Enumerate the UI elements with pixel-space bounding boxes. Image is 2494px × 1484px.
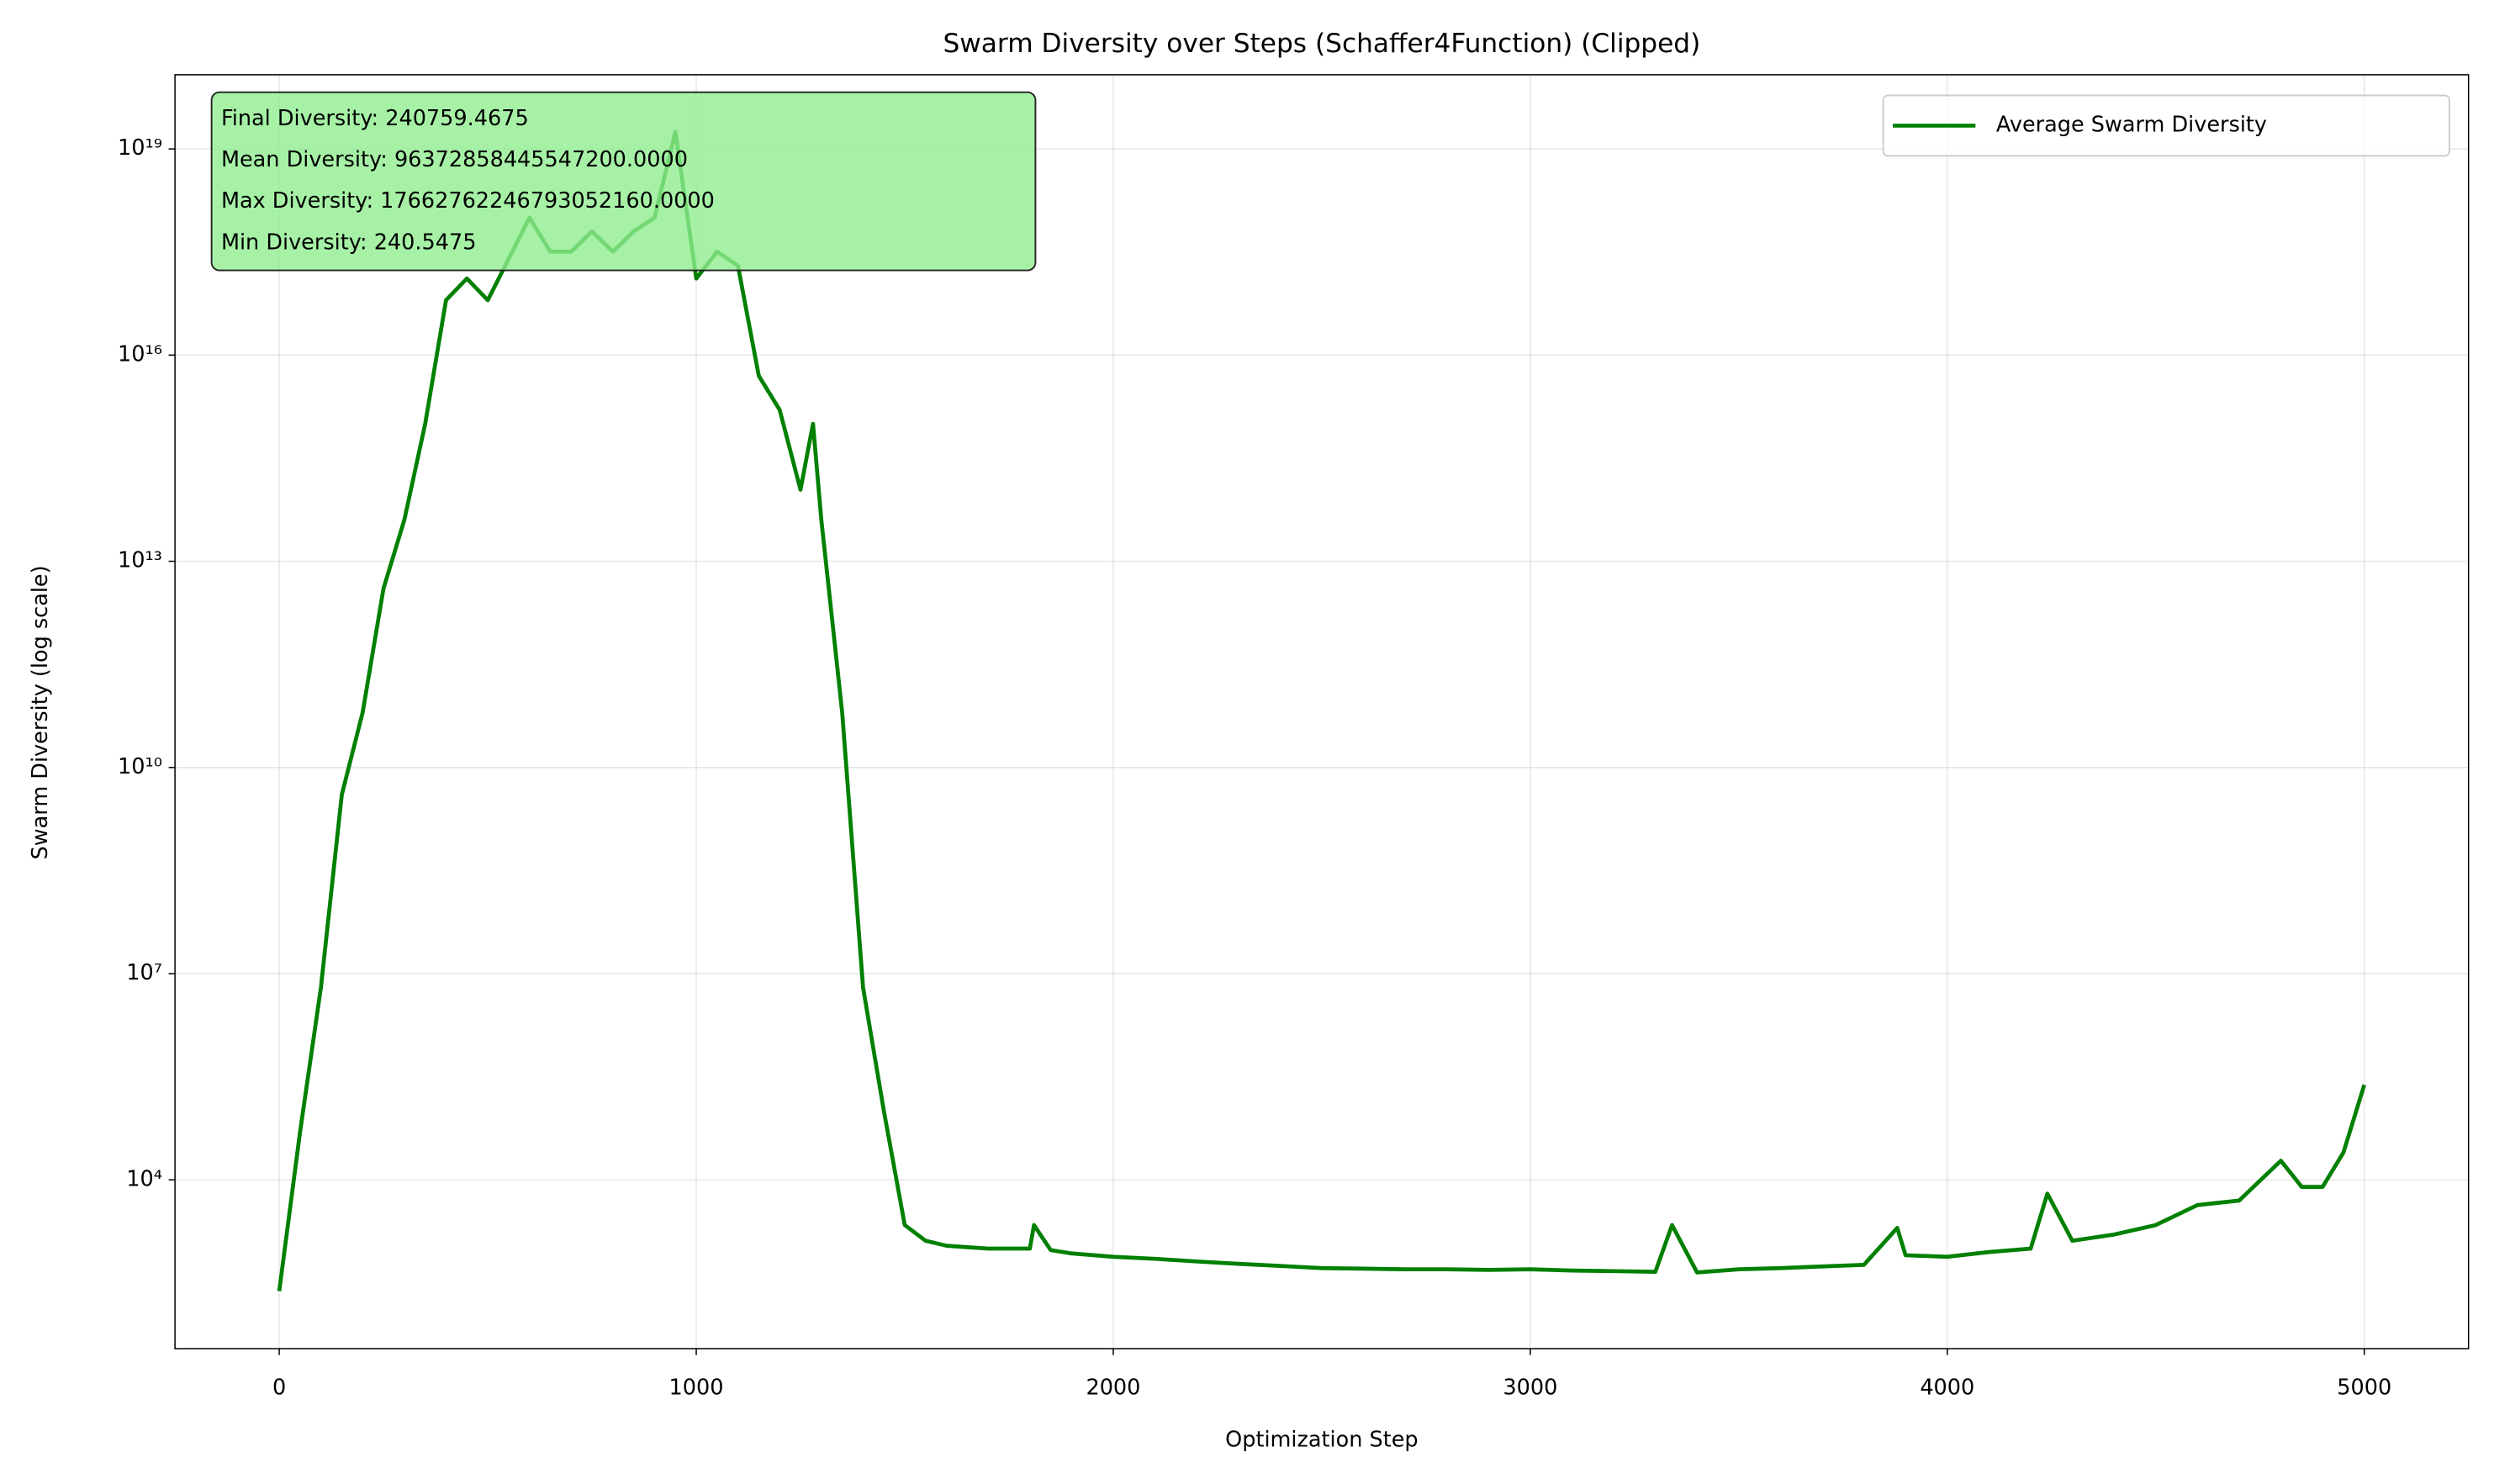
x-tick-label: 4000 [1920, 1375, 1974, 1400]
x-tick-label: 1000 [669, 1375, 724, 1400]
annotation-box [210, 91, 1037, 272]
x-tick-label: 5000 [2337, 1375, 2391, 1400]
y-tick-label: 10⁷ [126, 960, 162, 985]
legend-box [1882, 94, 2450, 157]
x-tick-label: 0 [272, 1375, 286, 1400]
x-tick-label: 2000 [1086, 1375, 1140, 1400]
y-tick-label: 10⁴ [126, 1166, 162, 1191]
x-tick-label: 3000 [1503, 1375, 1557, 1400]
x-axis-label: Optimization Step [1225, 1428, 1418, 1453]
plot-frame [174, 74, 2470, 1349]
annotation-line: Min Diversity: 240.5475 [221, 230, 477, 255]
y-tick-label: 10¹⁶ [118, 341, 162, 367]
y-tick-label: 10¹⁹ [118, 135, 162, 161]
annotation-line: Max Diversity: 17662762246793052160.0000 [221, 188, 715, 214]
annotation-line: Mean Diversity: 96372858445547200.0000 [221, 147, 688, 172]
y-tick-label: 10¹⁰ [118, 754, 162, 779]
annotation: Final Diversity: 240759.4675 Mean Diversi… [210, 91, 1037, 272]
legend: Average Swarm Diversity [1882, 94, 2450, 157]
y-tick-label: 10¹³ [118, 548, 162, 573]
legend-label: Average Swarm Diversity [1996, 112, 2267, 137]
y-axis-label: Swarm Diversity (log scale) [28, 565, 53, 859]
annotation-line: Final Diversity: 240759.4675 [221, 106, 529, 131]
chart-title: Swarm Diversity over Steps (Schaffer4Fun… [943, 29, 1700, 59]
series-line [277, 129, 2366, 1291]
